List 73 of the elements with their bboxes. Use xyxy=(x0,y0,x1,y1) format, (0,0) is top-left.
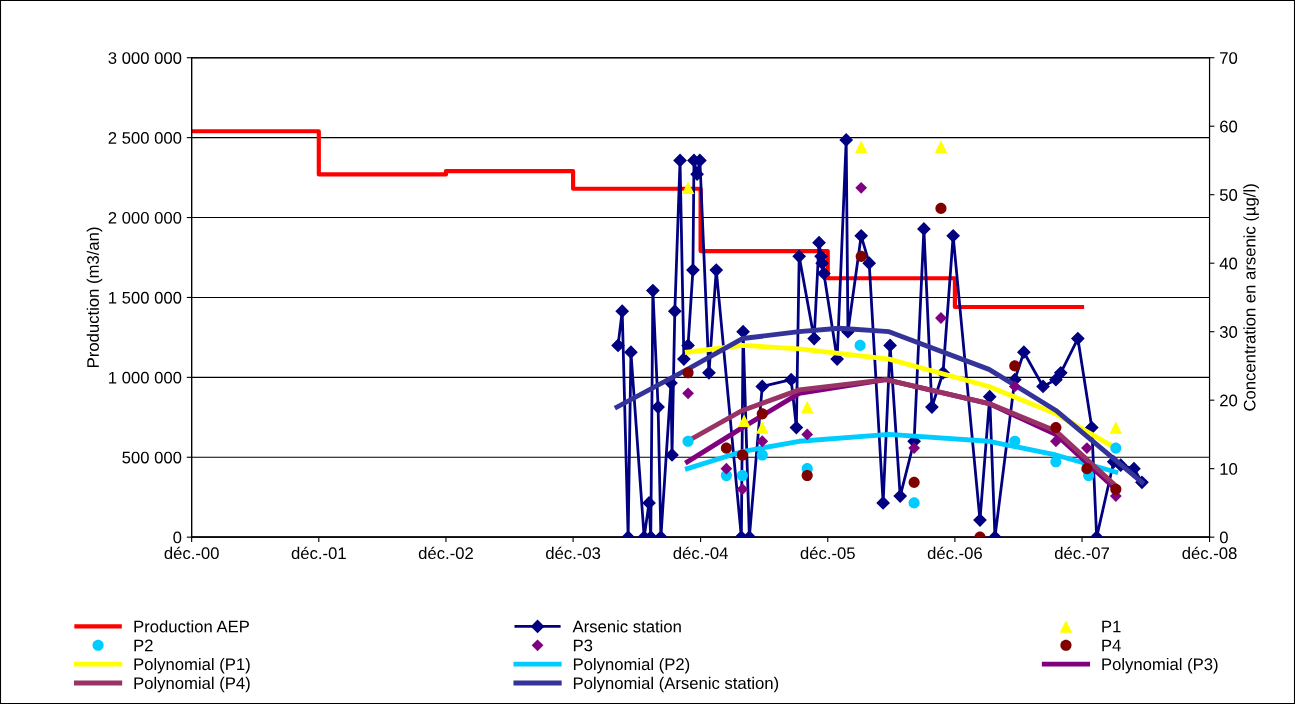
point xyxy=(682,387,694,400)
legend-label: P1 xyxy=(1102,620,1121,633)
y2-axis-title: Concentration en arsenic (µg/l) xyxy=(1243,184,1259,411)
x-tick-label: déc.-00 xyxy=(164,546,219,560)
point xyxy=(1081,442,1093,455)
point xyxy=(736,449,748,461)
point xyxy=(736,483,749,496)
point xyxy=(756,435,769,448)
point xyxy=(682,435,694,447)
x-tick-label: déc.-04 xyxy=(673,546,728,560)
y2-tick-label: 70 xyxy=(1220,52,1238,64)
point xyxy=(855,181,868,194)
point xyxy=(801,469,813,482)
legend-label: P3 xyxy=(573,639,593,652)
legend-label: P4 xyxy=(1102,639,1121,652)
y-tick-label: 0 xyxy=(173,531,182,544)
y2-tick-label: 60 xyxy=(1220,120,1238,133)
point xyxy=(1109,421,1123,434)
y-tick-label: 2 000 000 xyxy=(108,211,182,224)
x-tick-label: déc.-06 xyxy=(927,546,982,560)
x-tick-label: déc.-03 xyxy=(546,546,601,560)
legend-label: Production AEP xyxy=(134,620,249,633)
point xyxy=(1050,456,1062,468)
point xyxy=(800,400,814,414)
point xyxy=(1110,442,1122,454)
point xyxy=(756,449,768,461)
x-tick-label: déc.-08 xyxy=(1182,546,1237,560)
point xyxy=(681,181,695,195)
point xyxy=(1050,435,1062,448)
point xyxy=(737,414,751,427)
point xyxy=(720,462,733,475)
legend-label: Polynomial (Arsenic station) xyxy=(573,676,779,693)
y-tick-label: 1 000 000 xyxy=(109,371,182,384)
legend-label: P2 xyxy=(134,639,153,652)
point xyxy=(1050,422,1062,434)
y2-tick-label: 40 xyxy=(1219,257,1238,270)
point xyxy=(1081,463,1093,475)
point xyxy=(1008,380,1021,393)
point xyxy=(756,421,769,434)
y-tick-label: 2 500 000 xyxy=(108,132,182,144)
y-tick-label: 3 000 000 xyxy=(108,52,182,64)
legend-label: Polynomial (P3) xyxy=(1102,657,1218,674)
x-tick-label: déc.-05 xyxy=(800,546,855,560)
point xyxy=(855,250,867,262)
x-tick-label: déc.-01 xyxy=(291,546,346,560)
point xyxy=(720,442,732,454)
point xyxy=(908,476,920,488)
point xyxy=(736,469,748,482)
y2-tick-label: 0 xyxy=(1219,531,1228,544)
legend-label: Polynomial (P4) xyxy=(134,676,250,693)
legend-label: Polynomial (P1) xyxy=(134,657,250,674)
point xyxy=(1009,360,1021,372)
point xyxy=(801,428,814,441)
y2-tick-label: 10 xyxy=(1220,463,1238,475)
point xyxy=(854,339,866,351)
y2-tick-label: 20 xyxy=(1220,394,1238,407)
point xyxy=(682,367,694,379)
point xyxy=(1110,483,1122,495)
point xyxy=(854,140,868,154)
legend-label: Arsenic station xyxy=(572,620,681,633)
legend-label: Polynomial (P2) xyxy=(573,657,690,674)
y2-tick-label: 30 xyxy=(1219,326,1238,338)
y-tick-label: 500 000 xyxy=(122,451,182,464)
y2-tick-label: 50 xyxy=(1219,189,1238,201)
point xyxy=(908,497,920,509)
x-tick-label: déc.-07 xyxy=(1054,546,1109,560)
point xyxy=(756,408,768,420)
point xyxy=(908,442,921,455)
x-tick-label: déc.-02 xyxy=(418,546,473,560)
y-axis-title: Production (m3/an) xyxy=(86,227,103,367)
point xyxy=(934,140,948,154)
point xyxy=(935,202,947,214)
y-tick-label: 1 500 000 xyxy=(109,291,182,304)
